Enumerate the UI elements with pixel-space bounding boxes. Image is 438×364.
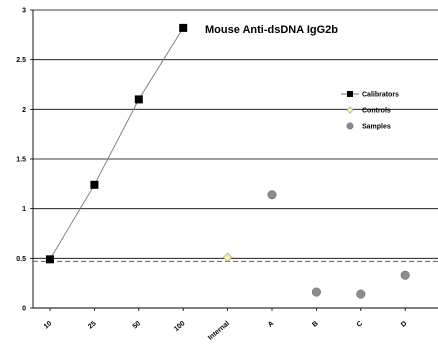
x-tick-label: D [400, 320, 408, 329]
x-tick-label: 100 [173, 320, 187, 333]
legend-marker [346, 106, 354, 114]
calibrator-line [49, 27, 184, 260]
y-tick-label: 0.5 [16, 256, 26, 263]
x-tick-label: B [311, 320, 319, 329]
axes: 0 0.5 1 1.5 2 2.5 3 10 25 50 100 Internal A B C D [16, 8, 438, 342]
legend: Calibrators Controls Samples [341, 91, 399, 131]
y-tick-label: 2 [22, 107, 26, 114]
series-layer [46, 23, 410, 299]
calibrator-point [90, 180, 99, 189]
sample-point [400, 270, 410, 280]
x-tick-label: A [267, 320, 275, 329]
legend-marker [347, 91, 353, 97]
sample-point [311, 287, 321, 297]
y-tick-label: 3 [22, 8, 26, 15]
calibrator-point [46, 255, 54, 264]
y-tick-label: 0 [22, 306, 26, 313]
control-point [222, 252, 233, 263]
y-tick-label: 1 [22, 206, 26, 213]
chart-title: Mouse Anti-dsDNA IgG2b [205, 24, 338, 36]
calibrator-point [134, 95, 143, 104]
sample-point [356, 289, 366, 299]
y-tick-label: 1.5 [16, 157, 26, 164]
x-tick-label: 25 [87, 320, 98, 330]
calibrator-point [179, 23, 188, 32]
sample-point [267, 190, 277, 200]
y-tick-label: 2.5 [16, 57, 26, 64]
x-tick-label: 10 [43, 320, 54, 330]
legend-label: Controls [362, 108, 391, 115]
gridlines [33, 9, 438, 259]
legend-label: Samples [362, 124, 391, 131]
legend-marker [346, 122, 354, 130]
x-tick-label: Internal [207, 320, 231, 342]
x-tick-label: 50 [132, 320, 143, 330]
x-tick-label: C [356, 320, 364, 329]
legend-label: Calibrators [362, 92, 399, 99]
